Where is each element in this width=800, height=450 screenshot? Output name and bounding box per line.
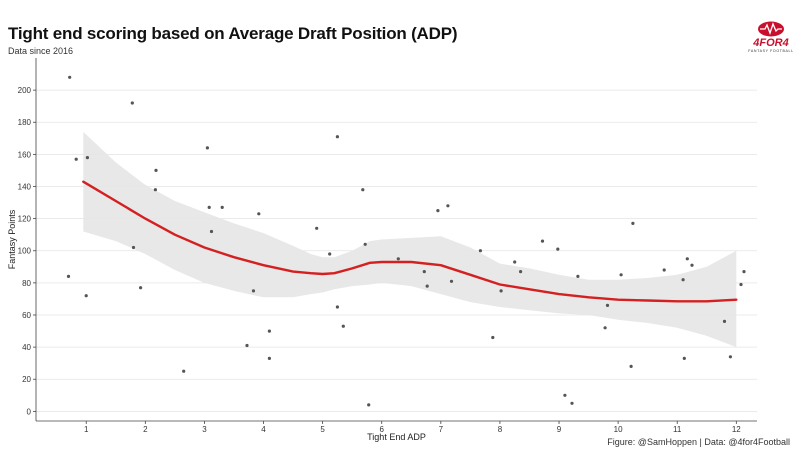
data-point (85, 156, 89, 160)
data-point (267, 356, 271, 360)
y-tick-label: 0 (27, 407, 32, 416)
y-tick-label: 60 (22, 311, 31, 320)
data-point (182, 369, 186, 373)
data-point (681, 278, 685, 282)
y-axis-title: Fantasy Points (7, 209, 17, 269)
data-point (449, 279, 454, 283)
x-tick-label: 4 (261, 425, 266, 434)
data-point (631, 221, 635, 225)
data-point (363, 242, 367, 246)
data-point (742, 270, 746, 274)
y-tick-label: 100 (18, 247, 32, 256)
x-tick-label: 12 (732, 425, 741, 434)
data-point (139, 286, 143, 290)
y-tick-label: 140 (18, 182, 32, 191)
data-point (205, 146, 209, 150)
x-tick-label: 6 (379, 425, 384, 434)
data-point (361, 188, 365, 192)
data-point (153, 188, 157, 192)
data-point (436, 209, 440, 213)
brand-logo: 4FOR4 FANTASY FOOTBALL (746, 20, 796, 54)
x-tick-label: 3 (202, 425, 207, 434)
x-tick-label: 10 (614, 425, 623, 434)
data-point (335, 135, 339, 139)
confidence-band (83, 131, 737, 348)
data-point (130, 101, 134, 105)
y-tick-label: 40 (22, 343, 31, 352)
data-point (728, 355, 733, 359)
logo-subtext: FANTASY FOOTBALL (748, 49, 793, 53)
logo-wordmark: 4FOR4 (752, 37, 788, 49)
confidence-band-layer (83, 131, 737, 348)
data-point (722, 319, 727, 323)
data-point (396, 257, 400, 261)
chart-title: Tight end scoring based on Average Draft… (8, 24, 458, 43)
data-point (315, 226, 319, 230)
data-point (685, 257, 689, 261)
data-point (662, 268, 666, 272)
data-point (245, 343, 249, 348)
x-tick-label: 5 (320, 425, 325, 434)
x-axis-title: Tight End ADP (367, 432, 426, 442)
data-point (68, 75, 72, 79)
x-tick-label: 11 (673, 425, 682, 434)
y-tick-label: 80 (22, 279, 31, 288)
data-point (220, 205, 224, 209)
data-point (519, 270, 523, 274)
data-point (540, 239, 545, 243)
data-point (491, 335, 495, 340)
data-point (682, 356, 686, 360)
data-point (446, 204, 450, 208)
data-point (425, 284, 429, 288)
x-tick-label: 2 (143, 425, 148, 434)
data-point (576, 274, 580, 278)
data-point (513, 260, 517, 264)
data-point (328, 252, 332, 256)
x-tick-label: 1 (84, 425, 89, 434)
data-point (84, 294, 88, 298)
data-point (690, 263, 694, 267)
data-point (267, 329, 271, 333)
data-point (563, 393, 567, 397)
x-tick-label: 9 (557, 425, 562, 434)
football-icon (758, 21, 784, 37)
data-point (131, 245, 136, 250)
data-point (570, 401, 574, 405)
x-tick-label: 8 (498, 425, 503, 434)
smooth-trend-line (82, 180, 738, 303)
data-point (556, 247, 560, 251)
y-tick-label: 180 (18, 118, 32, 127)
data-point (335, 305, 339, 309)
data-point (605, 303, 610, 307)
data-point (66, 274, 71, 278)
data-point (154, 168, 158, 172)
data-point (341, 324, 345, 328)
chart-subtitle: Data since 2016 (8, 46, 74, 56)
y-tick-label: 160 (18, 150, 32, 159)
data-point (629, 364, 633, 368)
data-point (209, 229, 214, 234)
data-point (257, 212, 261, 216)
data-point (367, 403, 371, 407)
data-point (603, 326, 607, 330)
axes (35, 58, 757, 422)
smooth-line-layer (82, 180, 738, 303)
data-point (74, 157, 78, 161)
data-point (739, 282, 743, 287)
y-tick-label: 20 (22, 375, 31, 384)
data-point (251, 289, 256, 293)
x-tick-label: 7 (439, 425, 444, 434)
figure-caption: Figure: @SamHoppen | Data: @4for4Footbal… (607, 437, 790, 447)
data-point (478, 249, 482, 253)
data-point (207, 205, 211, 209)
data-point (422, 270, 426, 274)
y-tick-label: 120 (18, 215, 32, 224)
y-tick-label: 200 (18, 86, 32, 95)
data-point (499, 289, 503, 293)
data-point (619, 273, 623, 277)
data-points (66, 75, 746, 407)
